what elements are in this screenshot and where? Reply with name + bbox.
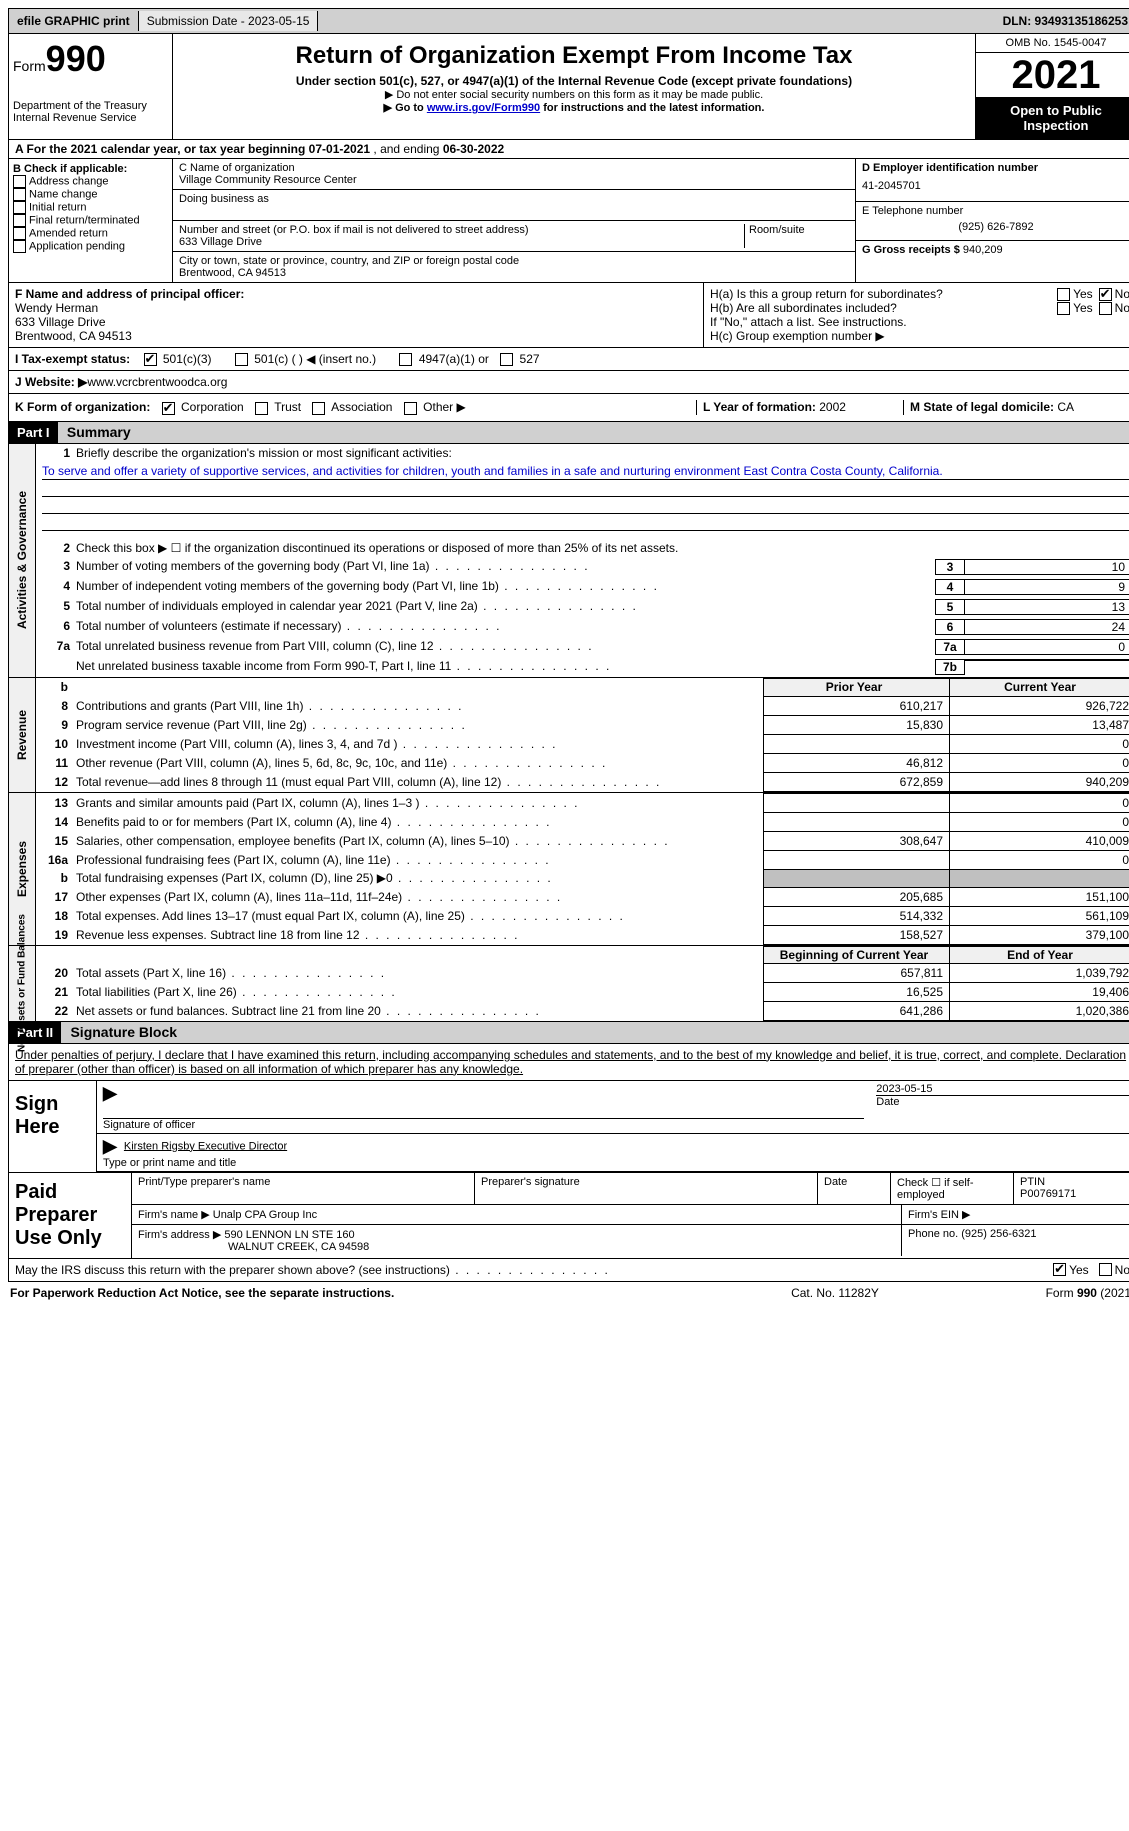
note-ssn: ▶ Do not enter social security numbers o… bbox=[177, 88, 971, 101]
part2-bar: Part II Signature Block bbox=[8, 1022, 1129, 1044]
checkbox-addr-change[interactable] bbox=[13, 175, 26, 188]
table-row: 8Contributions and grants (Part VIII, li… bbox=[36, 696, 1129, 715]
arrow-icon: ▶ bbox=[103, 1136, 117, 1157]
section-fhijk: F Name and address of principal officer:… bbox=[8, 283, 1129, 422]
cb-corp[interactable] bbox=[162, 402, 175, 415]
irs-link[interactable]: www.irs.gov/Form990 bbox=[427, 102, 540, 114]
row-h: H(a) Is this a group return for subordin… bbox=[704, 283, 1129, 347]
table-row: 10Investment income (Part VIII, column (… bbox=[36, 734, 1129, 753]
section-bcd: B Check if applicable: Address change Na… bbox=[8, 159, 1129, 283]
row-j: J Website: ▶ www.vcrcbrentwoodca.org bbox=[9, 370, 1129, 393]
hb-no[interactable] bbox=[1099, 302, 1112, 315]
dln-label: DLN: 93493135186253 bbox=[995, 11, 1129, 31]
sign-here-block: Sign Here ▶ Signature of officer 2023-05… bbox=[8, 1081, 1129, 1173]
revenue-block: Revenue bPrior YearCurrent Year 8Contrib… bbox=[8, 678, 1129, 793]
checkbox-pending[interactable] bbox=[13, 240, 26, 253]
arrow-icon: ▶ bbox=[103, 1083, 117, 1104]
table-row: bTotal fundraising expenses (Part IX, co… bbox=[36, 869, 1129, 887]
checkbox-name-change[interactable] bbox=[13, 188, 26, 201]
header-right: OMB No. 1545-0047 2021 Open to Public In… bbox=[975, 34, 1129, 139]
header-left: Form990 Department of the Treasury Inter… bbox=[9, 34, 173, 139]
discuss-row: May the IRS discuss this return with the… bbox=[8, 1259, 1129, 1282]
cb-trust[interactable] bbox=[255, 402, 268, 415]
table-row: 17Other expenses (Part IX, column (A), l… bbox=[36, 887, 1129, 906]
form-subtitle: Under section 501(c), 527, or 4947(a)(1)… bbox=[177, 74, 971, 88]
submission-date: Submission Date - 2023-05-15 bbox=[139, 11, 319, 31]
declaration: Under penalties of perjury, I declare th… bbox=[8, 1044, 1129, 1081]
ha-yes[interactable] bbox=[1057, 288, 1070, 301]
website-url: www.vcrcbrentwoodca.org bbox=[87, 375, 227, 389]
ha-no[interactable] bbox=[1099, 288, 1112, 301]
form-number: 990 bbox=[46, 38, 106, 79]
row-k: K Form of organization: Corporation Trus… bbox=[9, 393, 1129, 420]
note-goto: ▶ Go to www.irs.gov/Form990 for instruct… bbox=[177, 101, 971, 114]
form-header: Form990 Department of the Treasury Inter… bbox=[8, 34, 1129, 140]
part1-bar: Part I Summary bbox=[8, 422, 1129, 444]
table-row: 21Total liabilities (Part X, line 26)16,… bbox=[36, 982, 1129, 1001]
cb-527[interactable] bbox=[500, 353, 513, 366]
activities-block: Activities & Governance 1Briefly describ… bbox=[8, 444, 1129, 678]
gross-receipts: 940,209 bbox=[963, 244, 1003, 256]
phone-value: (925) 626-7892 bbox=[862, 217, 1129, 237]
discuss-yes[interactable] bbox=[1053, 1263, 1066, 1276]
top-bar: efile GRAPHIC print Submission Date - 20… bbox=[8, 8, 1129, 34]
cb-501c[interactable] bbox=[235, 353, 248, 366]
paid-preparer-block: Paid Preparer Use Only Print/Type prepar… bbox=[8, 1173, 1129, 1259]
cb-other[interactable] bbox=[404, 402, 417, 415]
dept-treasury: Department of the Treasury bbox=[13, 100, 168, 112]
table-row: 18Total expenses. Add lines 13–17 (must … bbox=[36, 906, 1129, 925]
table-row: 14Benefits paid to or for members (Part … bbox=[36, 812, 1129, 831]
col-b: B Check if applicable: Address change Na… bbox=[9, 159, 173, 282]
table-row: 22Net assets or fund balances. Subtract … bbox=[36, 1001, 1129, 1020]
cb-assoc[interactable] bbox=[312, 402, 325, 415]
table-row: 9Program service revenue (Part VIII, lin… bbox=[36, 715, 1129, 734]
form-word: Form bbox=[13, 58, 46, 74]
col-d: D Employer identification number 41-2045… bbox=[855, 159, 1129, 282]
table-row: 11Other revenue (Part VIII, column (A), … bbox=[36, 753, 1129, 772]
row-i: I Tax-exempt status: 501(c)(3) 501(c) ( … bbox=[9, 347, 1129, 370]
cb-4947[interactable] bbox=[399, 353, 412, 366]
checkbox-final[interactable] bbox=[13, 214, 26, 227]
mission-text: To serve and offer a variety of supporti… bbox=[42, 464, 1129, 480]
table-row: 13Grants and similar amounts paid (Part … bbox=[36, 793, 1129, 812]
row-a: A For the 2021 calendar year, or tax yea… bbox=[8, 140, 1129, 159]
table-row: 20Total assets (Part X, line 16)657,8111… bbox=[36, 963, 1129, 982]
discuss-no[interactable] bbox=[1099, 1263, 1112, 1276]
table-row: 19Revenue less expenses. Subtract line 1… bbox=[36, 925, 1129, 944]
netassets-table: Beginning of Current YearEnd of Year 20T… bbox=[36, 946, 1129, 1021]
cb-501c3[interactable] bbox=[144, 353, 157, 366]
table-row: 12Total revenue—add lines 8 through 11 (… bbox=[36, 772, 1129, 791]
row-f: F Name and address of principal officer:… bbox=[9, 283, 704, 347]
table-row: 16aProfessional fundraising fees (Part I… bbox=[36, 850, 1129, 869]
tax-year: 2021 bbox=[976, 53, 1129, 97]
hb-yes[interactable] bbox=[1057, 302, 1070, 315]
org-name: Village Community Resource Center bbox=[179, 174, 849, 186]
table-row: 15Salaries, other compensation, employee… bbox=[36, 831, 1129, 850]
revenue-table: bPrior YearCurrent Year 8Contributions a… bbox=[36, 678, 1129, 792]
efile-label: efile GRAPHIC print bbox=[9, 11, 139, 31]
footer: For Paperwork Reduction Act Notice, see … bbox=[8, 1282, 1129, 1304]
omb-number: OMB No. 1545-0047 bbox=[976, 34, 1129, 53]
checkbox-amended[interactable] bbox=[13, 227, 26, 240]
expenses-block: Expenses 13Grants and similar amounts pa… bbox=[8, 793, 1129, 946]
checkbox-initial[interactable] bbox=[13, 201, 26, 214]
ein-value: 41-2045701 bbox=[862, 174, 1129, 198]
org-city: Brentwood, CA 94513 bbox=[179, 267, 849, 279]
org-street: 633 Village Drive bbox=[179, 236, 744, 248]
form-title: Return of Organization Exempt From Incom… bbox=[177, 42, 971, 70]
expenses-table: 13Grants and similar amounts paid (Part … bbox=[36, 793, 1129, 945]
open-to-public: Open to Public Inspection bbox=[976, 97, 1129, 139]
irs-label: Internal Revenue Service bbox=[13, 112, 168, 124]
netassets-block: Net Assets or Fund Balances Beginning of… bbox=[8, 946, 1129, 1022]
header-mid: Return of Organization Exempt From Incom… bbox=[173, 34, 975, 139]
col-c: C Name of organization Village Community… bbox=[173, 159, 855, 282]
